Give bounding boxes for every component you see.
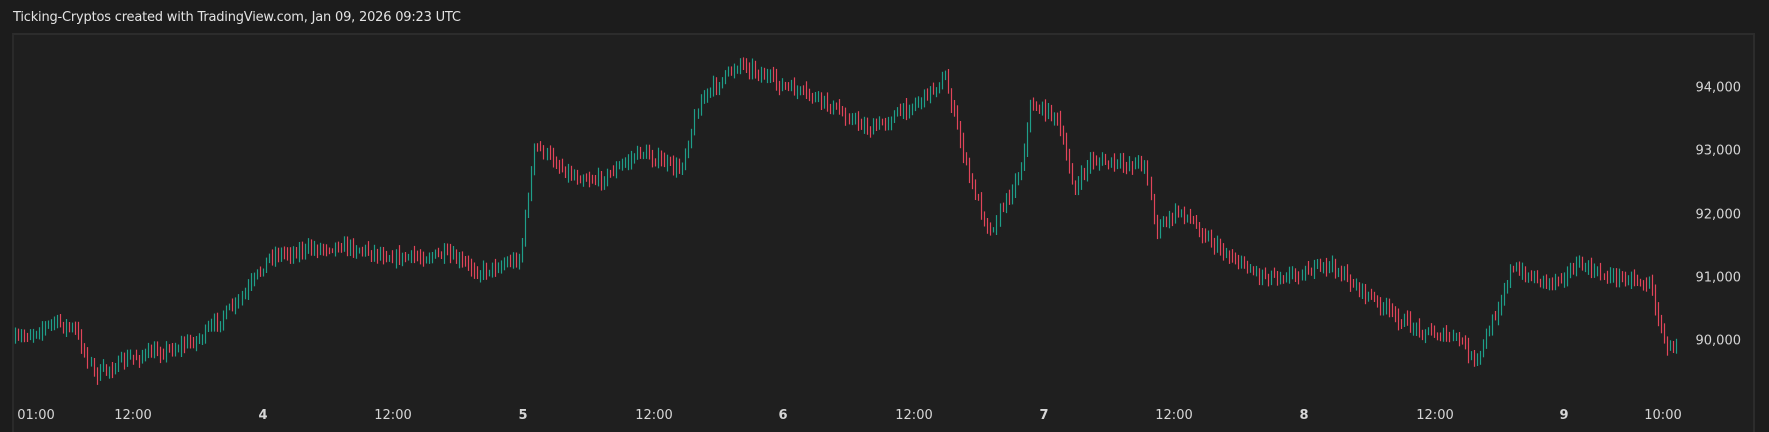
time-tick-label: 4: [258, 408, 268, 423]
time-tick-label: 12:00: [114, 408, 152, 423]
price-tick-label: 92,000: [1695, 207, 1742, 222]
time-tick-label: 5: [518, 408, 528, 423]
price-tick-label: 94,000: [1695, 80, 1742, 96]
time-tick-label: 6: [778, 408, 788, 423]
time-tick-label: 12:00: [635, 408, 673, 423]
chart-title: Ticking-Cryptos created with TradingView…: [13, 10, 461, 25]
time-tick-label: 8: [1299, 408, 1309, 423]
time-tick-label: 12:00: [1416, 408, 1454, 423]
time-tick-label: 9: [1559, 408, 1569, 423]
chart-frame[interactable]: [12, 33, 1755, 432]
price-tick-label: 91,000: [1695, 270, 1742, 286]
time-tick-label: 10:00: [1644, 408, 1682, 423]
price-tick-label: 93,000: [1695, 143, 1742, 159]
time-tick-label: 12:00: [1155, 408, 1193, 423]
time-tick-label: 01:00: [17, 408, 55, 423]
price-tick-label: 90,000: [1695, 333, 1742, 349]
time-tick-label: 12:00: [895, 408, 933, 423]
time-tick-label: 12:00: [374, 408, 412, 423]
time-tick-label: 7: [1039, 408, 1049, 423]
